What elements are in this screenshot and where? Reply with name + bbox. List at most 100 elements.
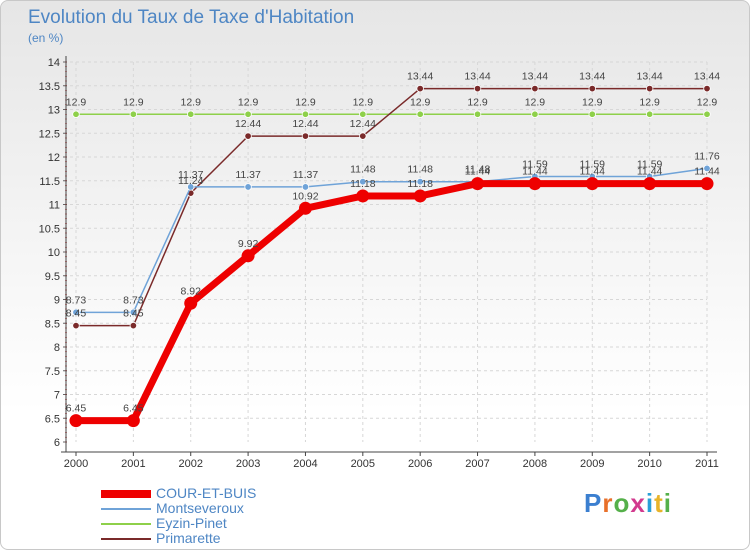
y-tick-label: 12.5 (39, 128, 60, 140)
data-label-eyzin-pinet: 12.9 (639, 96, 660, 108)
data-point-primarette (129, 321, 138, 330)
data-point-primarette (416, 84, 424, 93)
data-point-cour-et-buis (126, 414, 140, 428)
logo-letter: i (645, 488, 655, 518)
data-point-montseveroux (244, 183, 252, 191)
y-tick-label: 13.5 (39, 81, 60, 93)
data-point-primarette (703, 84, 711, 93)
data-label-primarette: 13.44 (579, 71, 605, 83)
data-label-primarette: 13.44 (694, 71, 720, 83)
data-label-primarette: 13.44 (636, 71, 662, 83)
data-point-eyzin-pinet (703, 110, 711, 118)
y-tick-label: 11.5 (39, 176, 60, 188)
data-label-cour-et-buis: 11.18 (407, 178, 433, 190)
legend-label-primarette: Primarette (156, 530, 221, 546)
data-label-montseveroux: 11.37 (293, 169, 319, 181)
data-label-montseveroux: 11.37 (178, 169, 204, 181)
y-tick-label: 6 (54, 437, 60, 449)
data-point-cour-et-buis (69, 414, 83, 428)
data-point-eyzin-pinet (187, 110, 195, 118)
y-tick-label: 9 (54, 295, 60, 307)
x-tick-label: 2003 (236, 458, 260, 470)
y-tick-label: 7.5 (45, 366, 60, 378)
data-label-eyzin-pinet: 12.9 (238, 96, 259, 108)
data-point-montseveroux (72, 308, 80, 317)
data-label-primarette: 12.44 (350, 118, 376, 130)
data-label-cour-et-buis: 11.44 (465, 166, 491, 178)
legend-swatch-cour-et-buis (101, 490, 151, 498)
data-point-cour-et-buis (585, 177, 599, 191)
data-point-primarette (473, 84, 482, 93)
x-tick-label: 2010 (637, 458, 661, 470)
data-point-eyzin-pinet (359, 110, 367, 118)
data-point-cour-et-buis (356, 189, 370, 203)
data-label-cour-et-buis: 11.44 (522, 166, 548, 178)
x-tick-label: 2011 (695, 458, 719, 470)
data-point-eyzin-pinet (416, 110, 424, 118)
data-label-montseveroux: 8.73 (123, 294, 144, 306)
legend-item-montseveroux: Montseveroux (101, 500, 321, 516)
data-label-primarette: 13.44 (464, 71, 490, 83)
data-point-primarette (588, 84, 596, 93)
logo-letter: o (613, 488, 631, 518)
data-point-eyzin-pinet (129, 110, 138, 118)
data-label-primarette: 8.45 (123, 308, 144, 320)
data-point-cour-et-buis (700, 177, 714, 191)
data-label-cour-et-buis: 11.44 (694, 166, 720, 178)
chart-subtitle: (en %) (28, 31, 64, 45)
legend-item-eyzin-pinet: Eyzin-Pinet (101, 515, 321, 531)
data-point-primarette (72, 321, 80, 330)
y-tick-label: 10.5 (39, 223, 60, 235)
data-label-cour-et-buis: 9.92 (238, 238, 259, 250)
data-label-primarette: 12.44 (292, 118, 318, 130)
data-label-eyzin-pinet: 12.9 (353, 96, 374, 108)
legend: COUR-ET-BUIS Montseveroux Eyzin-Pinet Pr… (101, 485, 321, 546)
data-label-eyzin-pinet: 12.9 (582, 96, 603, 108)
series-line-primarette (76, 87, 707, 327)
data-label-montseveroux: 11.59 (580, 158, 606, 170)
y-tick-label: 6.5 (45, 413, 60, 425)
data-point-cour-et-buis (413, 189, 427, 203)
data-label-montseveroux: 11.59 (522, 158, 548, 170)
data-point-eyzin-pinet (473, 110, 482, 118)
series-line-cour-et-buis (76, 180, 707, 425)
data-point-primarette (531, 84, 539, 93)
logo-letter: i (663, 488, 672, 518)
data-point-montseveroux (416, 177, 424, 186)
y-tick-label: 8.5 (45, 318, 60, 330)
data-point-cour-et-buis (184, 296, 198, 310)
data-label-primarette: 13.44 (407, 71, 433, 83)
data-label-eyzin-pinet: 12.9 (525, 96, 546, 108)
data-label-eyzin-pinet: 12.9 (66, 96, 87, 108)
data-label-cour-et-buis: 10.92 (292, 190, 318, 202)
data-label-cour-et-buis: 8.92 (181, 285, 202, 297)
x-tick-label: 2006 (408, 458, 432, 470)
legend-label-montseveroux: Montseveroux (156, 500, 244, 516)
data-point-eyzin-pinet (72, 110, 80, 118)
series-line-montseveroux (76, 167, 708, 314)
y-tick-label: 13 (48, 105, 60, 117)
data-point-cour-et-buis (241, 249, 255, 263)
data-label-eyzin-pinet: 12.9 (295, 96, 316, 108)
data-label-montseveroux: 11.76 (694, 150, 720, 162)
x-tick-label: 2007 (465, 458, 489, 470)
data-label-primarette: 8.45 (66, 308, 87, 320)
data-point-montseveroux (359, 177, 367, 186)
y-tick-label: 14 (48, 57, 60, 69)
y-tick-label: 10 (48, 247, 60, 259)
data-point-eyzin-pinet (645, 110, 654, 118)
data-point-primarette (645, 84, 654, 93)
data-label-cour-et-buis: 11.18 (350, 178, 376, 190)
data-label-montseveroux: 11.48 (465, 164, 491, 176)
y-tick-label: 11 (49, 200, 60, 212)
data-label-eyzin-pinet: 12.9 (697, 96, 718, 108)
data-point-montseveroux (301, 183, 310, 191)
data-label-montseveroux: 11.59 (637, 158, 663, 170)
data-point-cour-et-buis (643, 177, 657, 191)
legend-swatch-primarette (101, 538, 151, 540)
logo-letter: x (630, 488, 646, 518)
data-point-cour-et-buis (528, 177, 542, 191)
x-tick-label: 2009 (580, 458, 604, 470)
data-point-eyzin-pinet (244, 110, 252, 118)
